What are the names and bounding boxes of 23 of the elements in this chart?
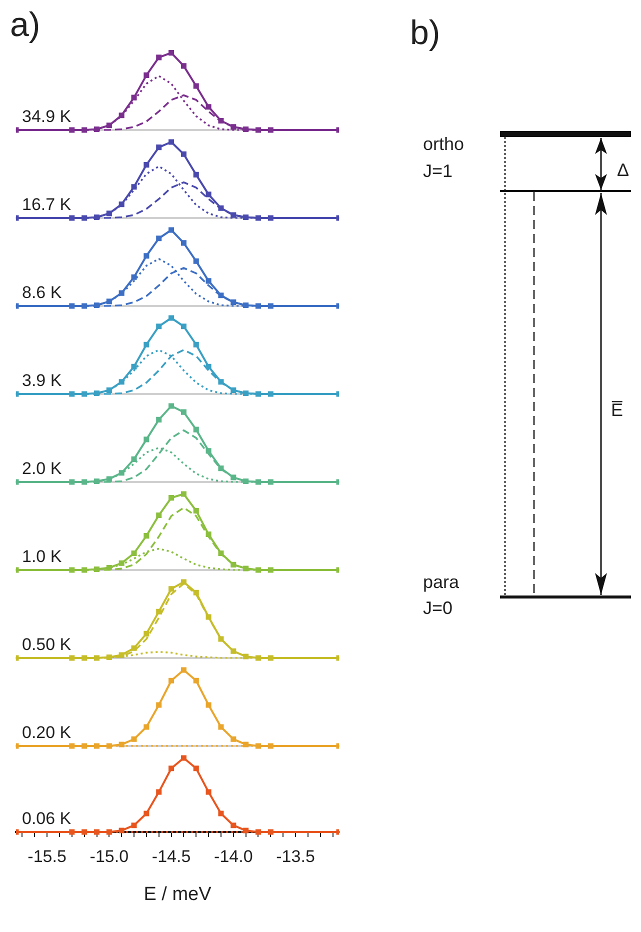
- annotation: 1.0 K: [22, 547, 62, 566]
- annotation: 16.7 K: [22, 195, 72, 214]
- x-tick-label: -13.5: [276, 846, 315, 866]
- text: Δ: [617, 160, 630, 181]
- chart-title: a): [10, 6, 40, 44]
- x-tick-label: -15.0: [90, 846, 129, 866]
- text: b): [410, 14, 440, 53]
- text: J=1: [423, 161, 453, 182]
- text: J=0: [423, 598, 453, 619]
- annotation: 0.50 K: [22, 635, 72, 654]
- annotation: 34.9 K: [22, 107, 72, 126]
- text: para: [423, 572, 460, 593]
- annotation: 8.6 K: [22, 283, 62, 302]
- annotation: 3.9 K: [22, 371, 62, 390]
- x-axis-title: E / meV: [144, 884, 212, 905]
- x-tick-label: -14.5: [152, 846, 191, 866]
- x-tick-label: -15.5: [28, 846, 66, 866]
- annotation: 0.06 K: [22, 809, 72, 828]
- annotation: 0.20 K: [22, 723, 72, 742]
- annotation: 2.0 K: [22, 459, 62, 478]
- text: ortho: [423, 134, 464, 155]
- text: E̅: [611, 400, 624, 421]
- x-tick-label: -14.0: [214, 846, 253, 866]
